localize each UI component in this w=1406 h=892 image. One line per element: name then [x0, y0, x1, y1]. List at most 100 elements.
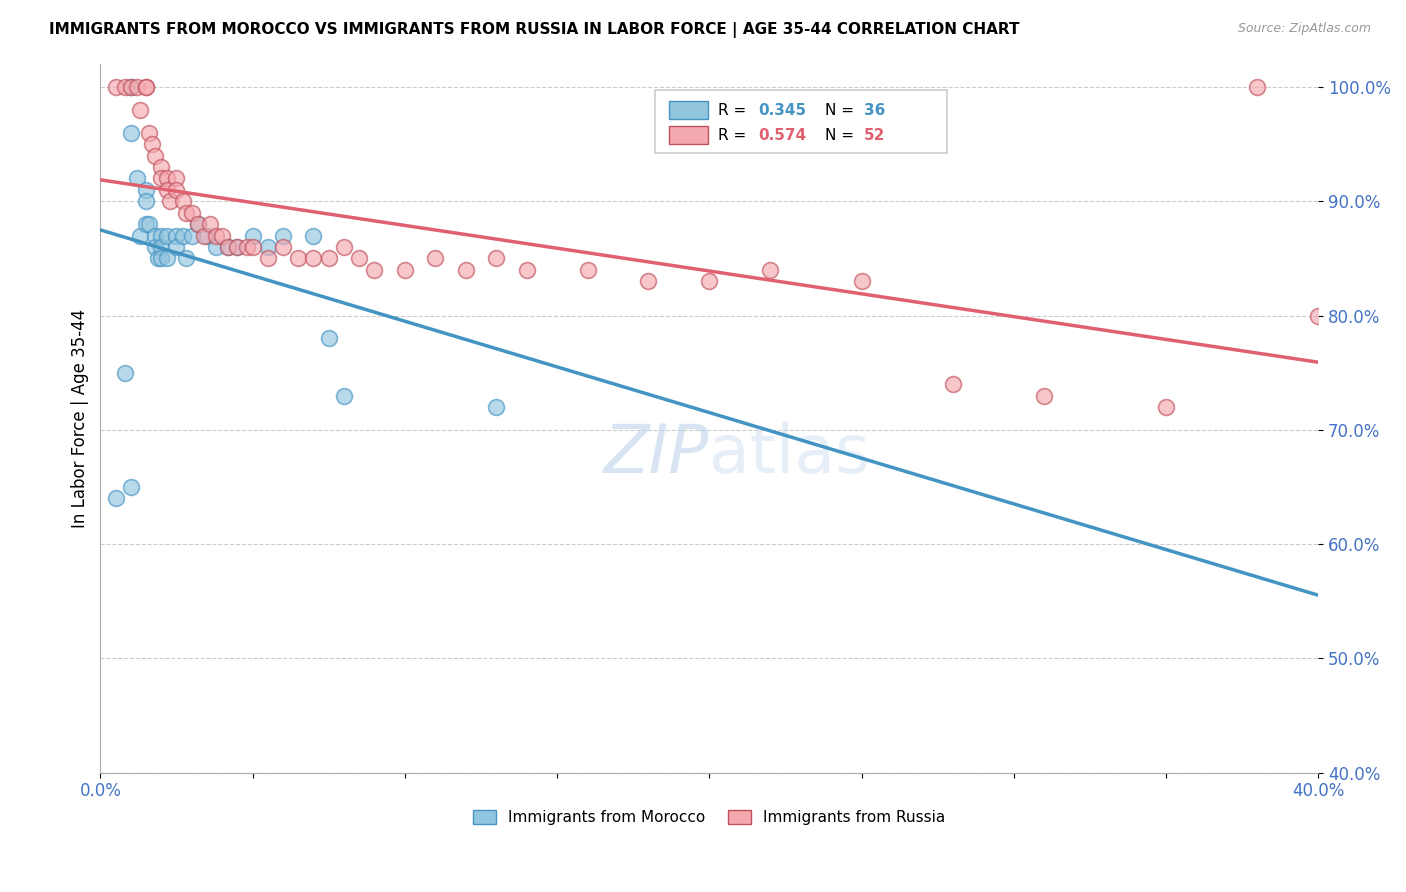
Point — [942, 377, 965, 392]
Point — [318, 331, 340, 345]
Point — [138, 217, 160, 231]
Point — [198, 217, 221, 231]
Point — [135, 79, 157, 94]
Point — [150, 160, 173, 174]
Point — [697, 274, 720, 288]
Point — [120, 126, 142, 140]
Text: R =: R = — [718, 103, 751, 118]
Point — [159, 194, 181, 209]
Point — [205, 240, 228, 254]
Point — [211, 228, 233, 243]
Point — [333, 388, 356, 402]
Point — [141, 137, 163, 152]
Point — [193, 228, 215, 243]
Point — [156, 252, 179, 266]
Point — [271, 240, 294, 254]
Point — [150, 171, 173, 186]
Point — [394, 262, 416, 277]
Point — [150, 228, 173, 243]
Point — [226, 240, 249, 254]
Point — [347, 252, 370, 266]
Point — [120, 79, 142, 94]
Point — [156, 171, 179, 186]
Point — [120, 480, 142, 494]
Point — [242, 228, 264, 243]
Text: N =: N = — [825, 128, 859, 143]
Point — [172, 228, 194, 243]
Point — [242, 240, 264, 254]
Point — [851, 274, 873, 288]
Point — [148, 252, 170, 266]
FancyBboxPatch shape — [655, 90, 946, 153]
Point — [1246, 79, 1268, 94]
Point — [217, 240, 239, 254]
Point — [143, 148, 166, 162]
Point — [180, 205, 202, 219]
Point — [166, 183, 188, 197]
Point — [287, 252, 309, 266]
Point — [114, 366, 136, 380]
Point — [135, 79, 157, 94]
Point — [363, 262, 385, 277]
Point — [125, 79, 148, 94]
Point — [129, 228, 152, 243]
Point — [256, 252, 278, 266]
Point — [637, 274, 659, 288]
Text: atlas: atlas — [709, 421, 870, 487]
Point — [271, 228, 294, 243]
Point — [138, 126, 160, 140]
Point — [104, 79, 127, 94]
Point — [235, 240, 257, 254]
Point — [156, 183, 179, 197]
Point — [302, 228, 325, 243]
Point — [150, 252, 173, 266]
Point — [129, 103, 152, 117]
Text: 0.345: 0.345 — [758, 103, 806, 118]
Point — [120, 79, 142, 94]
Text: N =: N = — [825, 103, 859, 118]
Point — [195, 228, 218, 243]
Point — [166, 228, 188, 243]
Point — [425, 252, 447, 266]
Bar — [669, 126, 709, 145]
Point — [150, 240, 173, 254]
Point — [166, 240, 188, 254]
Point — [576, 262, 599, 277]
Point — [318, 252, 340, 266]
Point — [485, 252, 508, 266]
Text: Source: ZipAtlas.com: Source: ZipAtlas.com — [1237, 22, 1371, 36]
Point — [302, 252, 325, 266]
Point — [1033, 388, 1056, 402]
Point — [135, 183, 157, 197]
Legend: Immigrants from Morocco, Immigrants from Russia: Immigrants from Morocco, Immigrants from… — [472, 810, 946, 825]
Point — [1154, 400, 1177, 414]
Text: IMMIGRANTS FROM MOROCCO VS IMMIGRANTS FROM RUSSIA IN LABOR FORCE | AGE 35-44 COR: IMMIGRANTS FROM MOROCCO VS IMMIGRANTS FR… — [49, 22, 1019, 38]
Point — [759, 262, 782, 277]
Point — [114, 79, 136, 94]
Point — [135, 194, 157, 209]
Point — [485, 400, 508, 414]
Point — [1308, 309, 1330, 323]
Point — [516, 262, 538, 277]
Point — [205, 228, 228, 243]
Y-axis label: In Labor Force | Age 35-44: In Labor Force | Age 35-44 — [72, 309, 89, 528]
Point — [256, 240, 278, 254]
Point — [172, 194, 194, 209]
Point — [135, 217, 157, 231]
Point — [333, 240, 356, 254]
Point — [125, 171, 148, 186]
Point — [187, 217, 209, 231]
Text: 52: 52 — [865, 128, 886, 143]
Text: 0.574: 0.574 — [758, 128, 806, 143]
Point — [174, 252, 197, 266]
Point — [226, 240, 249, 254]
Point — [174, 205, 197, 219]
Point — [166, 171, 188, 186]
Point — [217, 240, 239, 254]
Point — [156, 228, 179, 243]
Text: R =: R = — [718, 128, 751, 143]
Point — [454, 262, 477, 277]
Point — [104, 491, 127, 506]
Text: ZIP: ZIP — [605, 421, 709, 487]
Point — [143, 228, 166, 243]
